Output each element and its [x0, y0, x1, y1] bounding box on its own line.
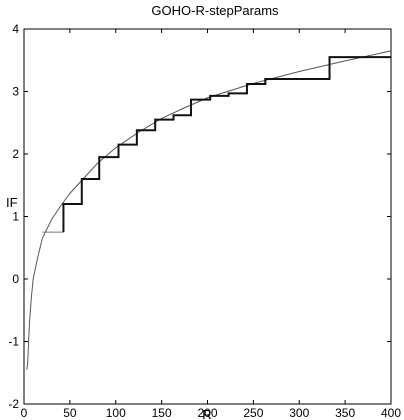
x-tick-label: 300	[289, 406, 309, 420]
y-tick-label: 0	[12, 272, 19, 286]
y-tick-label: 1	[12, 210, 19, 224]
chart-title: GOHO-R-stepParams	[151, 3, 279, 18]
y-tick-label: 3	[12, 85, 19, 99]
plot-frame	[23, 28, 392, 405]
x-tick-label: 0	[21, 406, 28, 420]
x-tick-label: 100	[106, 406, 126, 420]
series-thin-step	[42, 56, 391, 233]
y-axis-label: IF	[6, 195, 18, 210]
x-tick-label: 400	[381, 406, 401, 420]
y-tick-label: -1	[8, 335, 19, 349]
x-tick-label: 350	[335, 406, 355, 420]
series-group	[26, 50, 392, 370]
ticks: 0 50 100 150 200 250 300 350 400 -2 -1 0 1 2 3 4	[8, 22, 401, 420]
y-tick-label: 2	[12, 147, 19, 161]
y-tick-label: -2	[8, 397, 19, 411]
x-tick-label: 150	[152, 406, 172, 420]
x-tick-label: 250	[243, 406, 263, 420]
x-tick-label: 50	[63, 406, 77, 420]
series-thick-step	[62, 56, 391, 233]
series-smooth-curve	[26, 50, 392, 370]
x-axis-label: R	[202, 407, 211, 420]
x-tick-label: 200	[197, 406, 217, 420]
y-tick-label: 4	[12, 22, 19, 36]
